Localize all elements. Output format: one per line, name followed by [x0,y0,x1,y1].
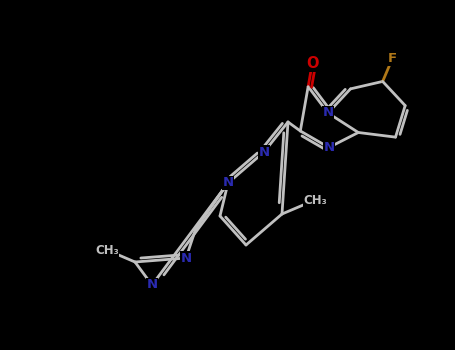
Text: CH₃: CH₃ [95,244,119,257]
Text: N: N [222,176,233,189]
Text: O: O [306,56,318,71]
Text: N: N [323,106,334,119]
Text: N: N [324,141,334,154]
Text: N: N [181,252,192,265]
Text: N: N [147,279,157,292]
Text: F: F [388,52,397,65]
Text: CH₃: CH₃ [303,194,327,206]
Text: N: N [258,146,269,159]
